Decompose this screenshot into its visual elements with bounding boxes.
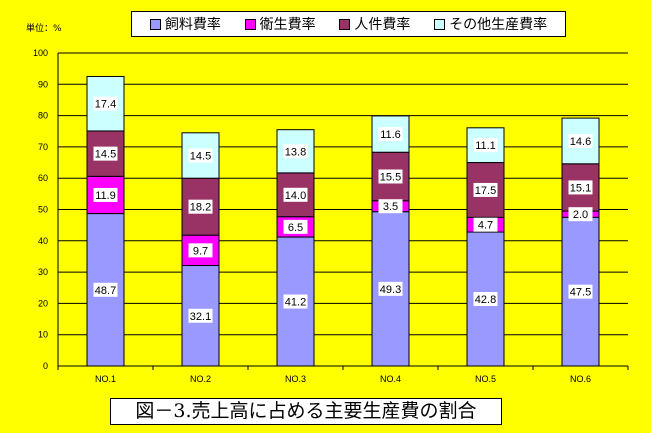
legend-label-other: その他生産費率	[449, 17, 548, 33]
legend-swatch-feed	[149, 18, 161, 30]
y-tick-label: 60	[38, 173, 48, 183]
x-tick-label: NO.4	[380, 374, 401, 384]
legend-item-hygiene: 衛生費率	[244, 14, 316, 34]
data-label: 2.0	[573, 209, 588, 221]
x-tick-label: NO.2	[190, 374, 211, 384]
data-label: 14.5	[95, 149, 116, 161]
data-label-box	[188, 308, 213, 323]
legend-item-other: その他生産費率	[434, 14, 547, 34]
x-tick-label: NO.3	[285, 374, 306, 384]
x-tick-label: NO.1	[95, 374, 116, 384]
data-label-box	[188, 199, 213, 214]
data-label-box	[283, 144, 308, 159]
data-label: 14.0	[285, 190, 306, 202]
y-tick-label: 30	[38, 267, 48, 277]
data-label-box	[378, 199, 403, 214]
data-label-box	[378, 169, 403, 184]
data-label-box	[283, 187, 308, 202]
chart-caption: 図－3.売上高に占める主要生産費の割合	[110, 398, 502, 425]
legend-label-feed: 飼料費率	[164, 17, 221, 33]
y-tick-label: 100	[33, 48, 48, 58]
data-label: 11.6	[380, 129, 401, 141]
chart-legend: 飼料費率 衛生費率 人件費率 その他生産費率	[131, 11, 566, 37]
data-label-box	[568, 284, 593, 299]
data-label: 11.9	[95, 190, 116, 202]
data-label-box	[283, 294, 308, 309]
data-label: 6.5	[288, 222, 303, 234]
data-label-box	[188, 148, 213, 163]
data-label-box	[568, 207, 593, 222]
data-label-box	[473, 292, 498, 307]
data-label: 14.6	[570, 136, 591, 148]
x-tick-label: NO.6	[570, 374, 591, 384]
data-label: 15.5	[380, 171, 401, 183]
data-label-box	[93, 187, 118, 202]
y-tick-label: 10	[38, 330, 48, 340]
bar-segment	[561, 117, 600, 165]
data-label: 11.1	[475, 140, 496, 152]
y-tick-label: 20	[38, 298, 48, 308]
legend-label-hygiene: 衛生費率	[259, 17, 316, 33]
data-label: 18.2	[190, 202, 211, 214]
legend-swatch-hygiene	[244, 18, 256, 30]
legend-item-feed: 飼料費率	[149, 14, 221, 34]
data-label: 17.4	[95, 99, 116, 111]
data-label-box	[473, 138, 498, 153]
data-label: 48.7	[95, 285, 116, 297]
data-label-box	[473, 182, 498, 197]
data-label: 13.8	[285, 146, 306, 158]
data-label-box	[473, 217, 498, 232]
data-label-box	[93, 282, 118, 297]
data-label: 17.5	[475, 185, 496, 197]
y-tick-label: 40	[38, 236, 48, 246]
y-tick-label: 80	[38, 111, 48, 121]
data-label-box	[93, 146, 118, 161]
y-tick-label: 0	[43, 361, 48, 371]
data-label-box	[568, 133, 593, 148]
data-label: 9.7	[193, 245, 208, 257]
data-label-box	[188, 243, 213, 258]
data-label: 41.2	[285, 297, 306, 309]
data-label-box	[568, 180, 593, 195]
data-label: 42.8	[475, 294, 496, 306]
unit-label: 単位：%	[26, 24, 62, 34]
data-label-box	[93, 96, 118, 111]
y-tick-label: 90	[38, 79, 48, 89]
data-label: 4.7	[478, 220, 493, 232]
data-label: 3.5	[383, 201, 398, 213]
y-tick-label: 70	[38, 142, 48, 152]
data-label-box	[378, 127, 403, 142]
legend-item-labor: 人件費率	[339, 14, 410, 34]
data-label-box	[378, 281, 403, 296]
x-tick-label: NO.5	[475, 374, 496, 384]
data-label: 32.1	[190, 311, 211, 323]
legend-swatch-other	[434, 18, 446, 30]
legend-swatch-labor	[339, 18, 351, 30]
y-tick-label: 50	[38, 205, 48, 215]
data-label: 49.3	[380, 284, 401, 296]
data-label-box	[283, 219, 308, 234]
legend-label-labor: 人件費率	[354, 17, 411, 33]
data-label: 15.1	[570, 182, 591, 194]
data-label: 14.5	[190, 151, 211, 163]
data-label: 47.5	[570, 287, 591, 299]
